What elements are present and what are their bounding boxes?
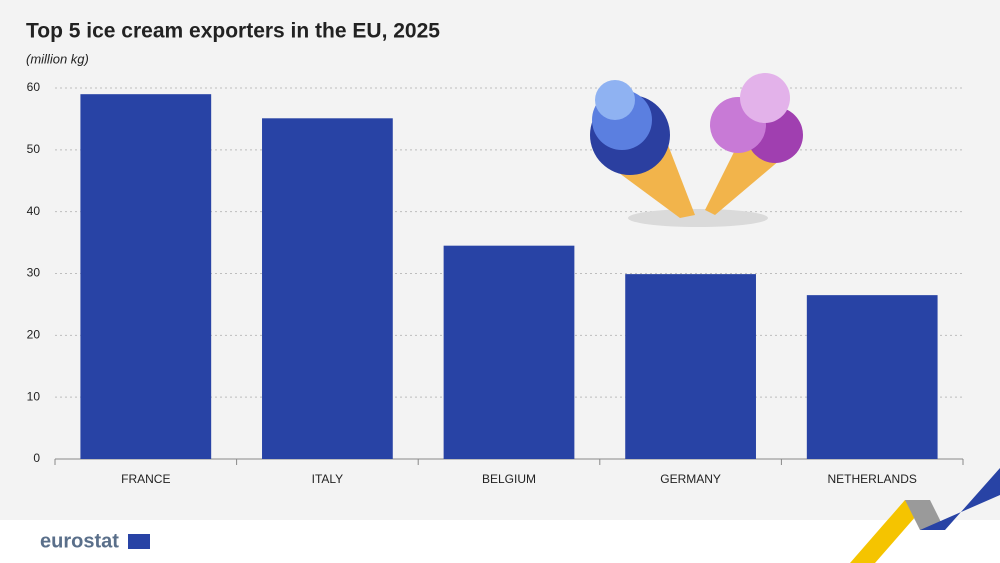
bar bbox=[262, 118, 393, 459]
y-tick-label: 40 bbox=[27, 204, 41, 218]
y-tick-label: 20 bbox=[27, 328, 41, 342]
eu-flag bbox=[128, 534, 150, 549]
decoration bbox=[850, 468, 1000, 563]
x-tick-label: GERMANY bbox=[660, 472, 721, 486]
bar bbox=[443, 245, 575, 459]
y-tick-label: 0 bbox=[33, 451, 40, 465]
logo-text: eurostat bbox=[40, 530, 119, 552]
bar bbox=[806, 295, 938, 459]
footer-background bbox=[0, 520, 1000, 563]
y-tick-label: 30 bbox=[27, 266, 41, 280]
x-tick-label: NETHERLANDS bbox=[828, 472, 917, 486]
chart-title: Top 5 ice cream exporters in the EU, 202… bbox=[26, 20, 440, 43]
x-tick-label: FRANCE bbox=[121, 472, 170, 486]
illustration bbox=[590, 73, 803, 227]
x-tick-label: BELGIUM bbox=[482, 472, 536, 486]
bar bbox=[80, 94, 212, 459]
y-tick-label: 50 bbox=[27, 142, 41, 156]
chart-subtitle: (million kg) bbox=[26, 51, 89, 66]
y-tick-label: 10 bbox=[27, 389, 41, 403]
bar bbox=[625, 274, 756, 459]
x-tick-label: ITALY bbox=[312, 472, 344, 486]
y-tick-label: 60 bbox=[27, 80, 41, 94]
plot-area: 0 10 20 30 40 50 60 FRANCE ITALY BELGIUM GERMANY NE… bbox=[27, 80, 964, 486]
